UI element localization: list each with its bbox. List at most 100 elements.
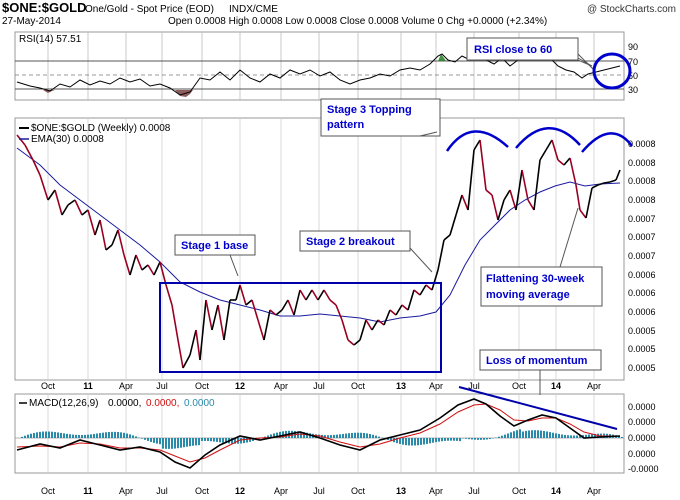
macd-hist-bar xyxy=(360,432,362,438)
macd-hist-bar xyxy=(27,434,29,438)
macd-hist-bar xyxy=(504,434,506,438)
macd-hist-bar xyxy=(36,432,38,438)
x-axis-label: Apr xyxy=(587,486,601,496)
macd-hist-bar xyxy=(486,438,488,440)
macd-hist-bar xyxy=(480,438,482,440)
x-axis-label: 14 xyxy=(551,381,561,391)
macd-hist-bar xyxy=(369,434,371,438)
rsi-label: RSI(14) 57.51 xyxy=(19,34,82,45)
price-segment xyxy=(563,157,571,166)
x-axis-label: Oct xyxy=(512,381,527,391)
macd-hist-bar xyxy=(141,438,143,439)
x-axis-label: Apr xyxy=(587,381,601,391)
macd-hist-bar xyxy=(84,434,86,438)
price-segment xyxy=(235,284,241,301)
price-segment xyxy=(407,289,415,311)
price-segment xyxy=(171,304,179,341)
macd-hist-bar xyxy=(510,432,512,438)
price-segment xyxy=(371,319,379,331)
price-segment xyxy=(353,339,361,346)
stage2-text: Stage 2 breakout xyxy=(306,236,395,248)
price-legend: $ONE:$GOLD (Weekly) 0.0008 EMA(30) 0.000… xyxy=(19,123,171,145)
macd-panel: MACD(12,26,9) 0.0000, 0.0000, 0.0000 0.0… xyxy=(14,393,659,474)
macd-hist-bar xyxy=(21,436,23,438)
x-axis-label: Oct xyxy=(351,381,366,391)
price-segment xyxy=(287,299,295,316)
macd-hist-bar xyxy=(159,438,161,445)
stage3-annotation: Stage 3 Topping pattern xyxy=(320,98,441,137)
macd-hist-bar xyxy=(39,431,41,438)
macd-hist-bar xyxy=(69,434,71,438)
chart-description: One/Gold - Spot Price (EOD) xyxy=(85,4,214,15)
price-segment xyxy=(491,194,499,221)
macd-tick-label: 0.0000 xyxy=(628,433,656,443)
macd-hist-bar xyxy=(525,430,527,438)
price-segment xyxy=(199,299,207,361)
macd-value-1: 0.0000, xyxy=(108,398,141,409)
rsi-tick-label: 50 xyxy=(628,71,638,81)
macd-value-3: 0.0000 xyxy=(184,398,215,409)
macd-hist-bar xyxy=(213,438,215,442)
price-segment xyxy=(359,319,367,341)
macd-hist-bar xyxy=(216,438,218,442)
macd-hist-bar xyxy=(345,433,347,438)
macd-hist-bar xyxy=(210,438,212,442)
price-tick-label: 0.0005 xyxy=(628,326,656,336)
price-segment xyxy=(585,187,593,219)
price-segment xyxy=(419,284,427,296)
macd-hist-bar xyxy=(225,438,227,444)
macd-hist-bar xyxy=(132,435,134,438)
macd-hist-bar xyxy=(156,438,158,444)
price-segment xyxy=(575,184,581,211)
price-segment xyxy=(425,284,433,291)
price-segment xyxy=(437,239,445,271)
macd-hist-bar xyxy=(336,434,338,438)
macd-hist-bar xyxy=(435,438,437,443)
topping-arc-3 xyxy=(581,132,633,153)
price-segment xyxy=(609,179,617,183)
price-segment xyxy=(461,194,469,211)
macd-hist-bar xyxy=(54,432,56,438)
macd-hist-bar xyxy=(426,438,428,444)
price-segment xyxy=(335,304,343,321)
x-axis-label: Jul xyxy=(468,486,480,496)
macd-value-2: 0.0000, xyxy=(146,398,179,409)
price-segment xyxy=(24,144,34,161)
price-segment xyxy=(61,204,69,216)
macd-hist-bar xyxy=(387,438,389,441)
price-segment xyxy=(467,149,475,211)
price-segment xyxy=(111,229,119,246)
price-segment xyxy=(47,189,56,201)
x-axis-label: Oct xyxy=(195,486,210,496)
macd-hist-bar xyxy=(456,438,458,441)
macd-hist-bar xyxy=(153,438,155,443)
price-segment xyxy=(377,319,385,326)
price-segment xyxy=(521,169,529,201)
macd-hist-bar xyxy=(570,435,572,438)
price-tick-label: 0.0007 xyxy=(628,232,656,242)
topping-arc-2 xyxy=(515,127,581,149)
price-segment xyxy=(317,289,325,301)
price-segment xyxy=(323,289,331,301)
price-tick-label: 0.0007 xyxy=(628,251,656,261)
x-axis-label: Apr xyxy=(119,381,133,391)
rsi-tick-label: 90 xyxy=(628,42,638,52)
x-axis-label: 12 xyxy=(235,486,245,496)
x-axis-label: Oct xyxy=(41,486,56,496)
price-segment xyxy=(557,159,565,166)
price-legend-main: $ONE:$GOLD (Weekly) 0.0008 xyxy=(31,123,171,134)
rsi-annotation-text: RSI close to 60 xyxy=(474,44,552,56)
macd-hist-bar xyxy=(399,438,401,444)
macd-hist-bar xyxy=(252,438,254,442)
macd-hist-bar xyxy=(324,435,326,438)
price-tick-label: 0.0005 xyxy=(628,344,656,354)
macd-hist-bar xyxy=(33,432,35,438)
macd-hist-bar xyxy=(471,438,473,440)
price-segment xyxy=(443,234,451,241)
macd-hist-bar xyxy=(516,430,518,438)
price-segment xyxy=(147,264,155,276)
price-segment xyxy=(263,309,271,341)
price-segment xyxy=(251,299,259,321)
macd-hist-bar xyxy=(441,438,443,442)
macd-hist-bar xyxy=(348,433,350,438)
